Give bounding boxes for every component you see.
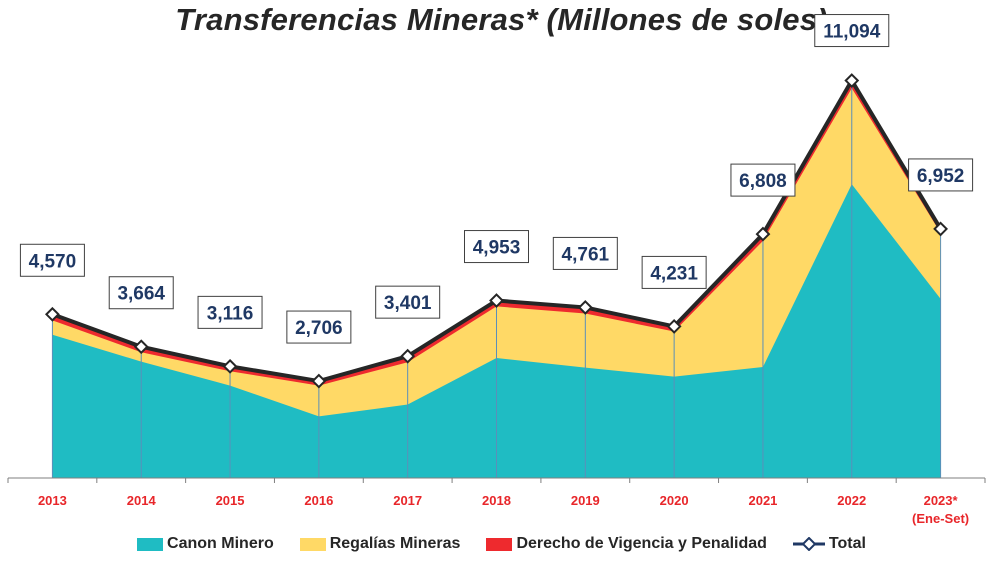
data-label: 2,706 <box>295 318 343 339</box>
legend-swatch-regalias <box>299 537 326 551</box>
legend-label-canon: Canon Minero <box>167 535 274 552</box>
legend-item-vigencia: Derecho de Vigencia y Penalidad <box>486 535 767 553</box>
total-marker <box>222 358 238 374</box>
x-tick-label: 2023* <box>924 493 959 508</box>
total-marker <box>844 73 860 88</box>
data-label: 4,570 <box>29 251 77 272</box>
data-label-box <box>552 236 618 270</box>
data-label: 3,401 <box>384 293 432 314</box>
x-tick-label: 2019 <box>571 493 600 508</box>
total-marker <box>933 221 949 237</box>
legend-swatch-canon <box>137 537 164 551</box>
data-label: 4,231 <box>650 263 698 284</box>
data-label: 3,664 <box>117 284 165 305</box>
area-canon-minero <box>52 184 941 479</box>
legend-item-total: Total <box>792 535 866 553</box>
total-marker <box>489 293 504 308</box>
legend-label-total: Total <box>828 535 866 552</box>
x-tick-label: 2021 <box>748 493 777 508</box>
legend-item-canon: Canon Minero <box>137 535 274 553</box>
legend-label-regalias: Regalías Mineras <box>329 535 461 552</box>
data-label-box <box>108 276 174 310</box>
data-label-box <box>908 158 974 192</box>
data-label-box <box>197 295 263 329</box>
data-label: 6,952 <box>917 166 965 187</box>
data-label: 11,094 <box>823 22 880 43</box>
data-label: 3,116 <box>207 303 254 324</box>
x-tick-label: 2014 <box>127 493 157 508</box>
data-label: 6,808 <box>739 171 787 192</box>
x-tick-label: 2015 <box>216 493 245 508</box>
x-tick-label: 2013 <box>38 493 67 508</box>
data-label: 4,953 <box>473 238 521 259</box>
total-marker <box>133 339 149 355</box>
total-marker <box>577 300 593 315</box>
total-marker <box>44 306 60 322</box>
chart-title: Transferencias Mineras* (Millones de sol… <box>175 2 828 37</box>
total-marker <box>666 319 682 334</box>
data-label-box <box>286 310 352 344</box>
data-label-box <box>464 230 529 264</box>
area-chart: 4,570 3,664 3,116 2,706 3,401 4,953 4,761 4,231… <box>7 14 986 526</box>
total-marker <box>400 348 416 364</box>
data-label-box <box>641 255 707 289</box>
total-marker <box>311 373 327 389</box>
legend-swatch-vigencia <box>486 537 513 551</box>
x-tick-label: 2020 <box>660 493 689 508</box>
x-tick-sublabel: (Ene-Set) <box>912 511 969 526</box>
legend: Canon Minero Regalías Mineras Derecho de… <box>0 535 1003 553</box>
legend-label-vigencia: Derecho de Vigencia y Penalidad <box>516 535 767 552</box>
x-tick-label: 2022 <box>837 493 866 508</box>
data-label-box <box>814 14 890 48</box>
x-tick-label: 2018 <box>482 493 511 508</box>
total-marker <box>755 226 771 242</box>
data-label: 4,761 <box>562 244 610 265</box>
data-label-box <box>19 243 85 277</box>
data-label-box <box>730 163 796 197</box>
x-tick-label: 2017 <box>393 493 422 508</box>
legend-item-regalias: Regalías Mineras <box>299 535 461 553</box>
x-tick-label: 2016 <box>304 493 333 508</box>
data-label-box <box>375 285 441 319</box>
legend-marker-total <box>792 537 825 551</box>
